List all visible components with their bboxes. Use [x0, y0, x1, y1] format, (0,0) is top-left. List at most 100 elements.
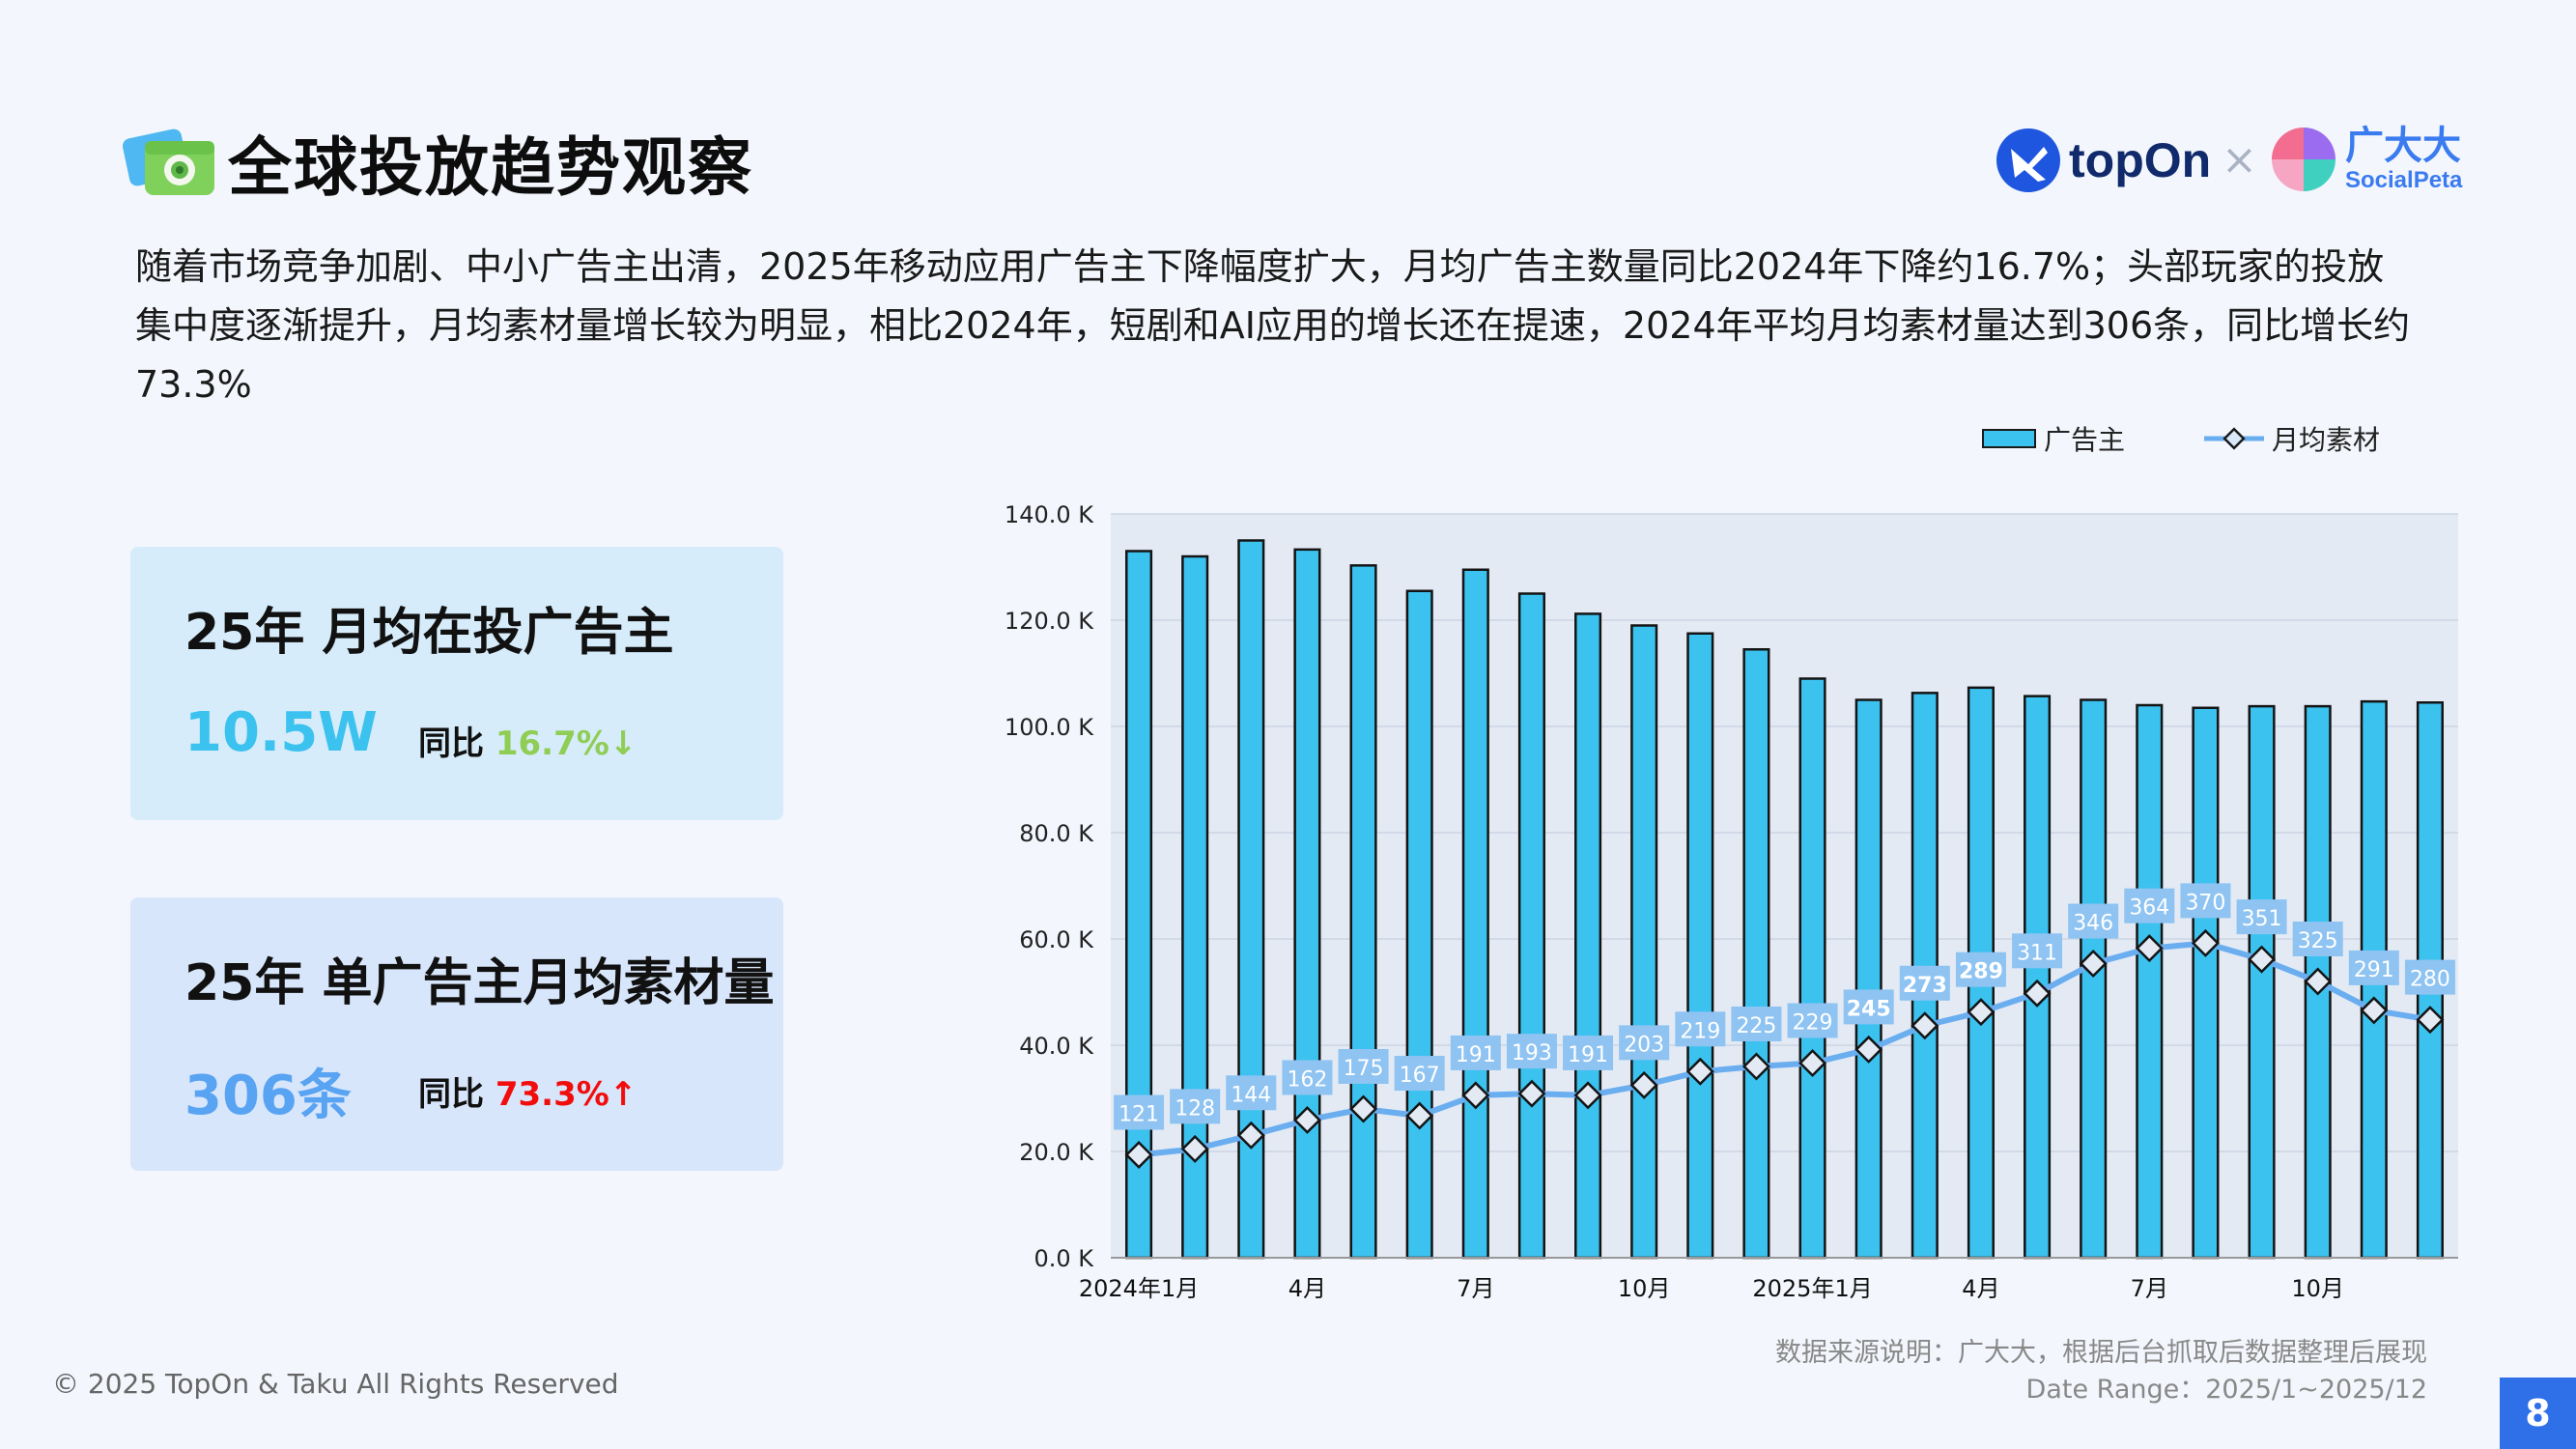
data-label-text: 291 [2354, 958, 2394, 982]
data-label: 351 [2236, 899, 2287, 935]
data-label: 219 [1675, 1011, 1726, 1047]
line-point [2360, 996, 2389, 1025]
x-tick-label: 7月 [2131, 1275, 2168, 1302]
data-label-bg [1899, 965, 1950, 1001]
data-label-text: 273 [1903, 974, 1947, 998]
kpi-yoy-label: 同比 [418, 724, 484, 763]
legend-bar-label: 广告主 [2044, 424, 2126, 456]
data-label-bg [2348, 950, 2399, 985]
data-source-note: 数据来源说明：广大大，根据后台抓取后数据整理后展现 Date Range：202… [1775, 1335, 2427, 1408]
line-point [2191, 928, 2220, 957]
line-point [2079, 950, 2108, 979]
data-label-text: 193 [1512, 1041, 1552, 1065]
copyright-text: © 2025 TopOn & Taku All Rights Reserved [52, 1368, 619, 1400]
data-label-bg [1955, 952, 2006, 987]
data-label-text: 289 [1959, 960, 2003, 984]
kpi-card-yoy: 同比 73.3%↑ [418, 1067, 637, 1115]
data-label-bg [1226, 1075, 1277, 1111]
line-point [1517, 1079, 1546, 1108]
data-label: 364 [2124, 888, 2175, 923]
x-tick-label: 2024年1月 [1079, 1275, 1199, 1302]
data-label-bg [2124, 888, 2175, 923]
data-label-bg [1170, 1089, 1221, 1124]
data-label-text: 370 [2185, 891, 2225, 915]
data-label-bg [2292, 922, 2343, 956]
page-title: 全球投放趋势观察 [228, 130, 753, 205]
data-label-text: 128 [1175, 1096, 1215, 1121]
data-label: 203 [1619, 1025, 1670, 1061]
line-point [1349, 1094, 1378, 1123]
y-tick-label: 60.0 K [1019, 926, 1094, 953]
data-label-text: 162 [1287, 1067, 1327, 1092]
data-label-bg [1675, 1011, 1726, 1047]
data-label: 121 [1114, 1094, 1165, 1130]
data-label: 245 [1843, 989, 1894, 1025]
data-label-bg [1114, 1094, 1165, 1130]
data-label-bg [1619, 1025, 1670, 1061]
line-point [1685, 1057, 1714, 1086]
bar [1742, 648, 1770, 1260]
data-label-text: 121 [1118, 1103, 1159, 1127]
data-label: 325 [2292, 922, 2343, 956]
line-point [1461, 1081, 1490, 1110]
kpi-card-value: 10.5W [184, 701, 378, 764]
bar [1293, 548, 1321, 1260]
data-label: 167 [1394, 1056, 1445, 1092]
bar [1574, 612, 1602, 1260]
kpi-yoy-value: 73.3%↑ [495, 1075, 637, 1114]
kpi-card-advertisers: 25年 月均在投广告主 10.5W 同比 16.7%↓ [130, 547, 783, 820]
data-label: 289 [1955, 952, 2006, 987]
source-line: 数据来源说明：广大大，根据后台抓取后数据整理后展现 [1775, 1338, 2427, 1368]
data-label-text: 175 [1344, 1057, 1384, 1081]
logo-separator: × [2222, 135, 2257, 185]
data-label-text: 229 [1793, 1010, 1833, 1035]
data-label: 291 [2348, 950, 2399, 985]
data-label: 229 [1787, 1003, 1838, 1038]
y-tick-label: 80.0 K [1019, 820, 1094, 847]
line-point [1573, 1081, 1602, 1110]
bar [2136, 703, 2164, 1260]
page-number: 8 [2500, 1378, 2576, 1449]
line-point [1124, 1141, 1153, 1170]
data-label-bg [1843, 989, 1894, 1025]
x-tick-label: 2025年1月 [1752, 1275, 1872, 1302]
line-point [2023, 979, 2052, 1008]
data-label: 311 [2012, 933, 2063, 969]
x-tick-label: 10月 [1618, 1275, 1671, 1302]
data-label-text: 351 [2242, 907, 2282, 931]
data-label-bg [2068, 903, 2119, 939]
data-label-text: 144 [1231, 1083, 1271, 1107]
legend-line-swatch [2204, 427, 2265, 450]
line-point [2304, 967, 2333, 996]
legend-line-label: 月均素材 [2272, 424, 2381, 456]
socialpeta-logo-icon [2272, 128, 2335, 191]
data-label-text: 280 [2410, 968, 2450, 992]
bar [1405, 589, 1433, 1260]
kpi-card-value: 306条 [184, 1065, 352, 1127]
data-label-text: 191 [1456, 1043, 1496, 1067]
topon-logo-text: topOn [2069, 133, 2212, 187]
line-point [2416, 1006, 2445, 1035]
bar [2024, 695, 2052, 1260]
line-point [1629, 1070, 1658, 1099]
kpi-yoy-label: 同比 [418, 1075, 484, 1114]
bar [1461, 568, 1489, 1260]
data-label-bg [2236, 899, 2287, 935]
bar [1125, 550, 1153, 1260]
y-tick-label: 40.0 K [1019, 1033, 1094, 1060]
date-range-line: Date Range：2025/1~2025/12 [2025, 1375, 2427, 1405]
y-tick-label: 120.0 K [1005, 608, 1094, 635]
bar [1686, 632, 1714, 1260]
data-label-text: 203 [1624, 1033, 1664, 1057]
data-label: 225 [1731, 1007, 1782, 1041]
line-point [1292, 1105, 1321, 1134]
data-label-bg [1338, 1049, 1389, 1084]
x-tick-label: 4月 [1962, 1275, 1999, 1302]
data-label: 162 [1282, 1060, 1333, 1095]
y-tick-label: 0.0 K [1033, 1245, 1094, 1272]
x-tick-label: 10月 [2291, 1275, 2344, 1302]
line-point [2135, 934, 2164, 963]
chart-legend: 广告主 月均素材 [1982, 419, 2380, 458]
bar [1237, 539, 1265, 1260]
bar [2248, 704, 2276, 1260]
